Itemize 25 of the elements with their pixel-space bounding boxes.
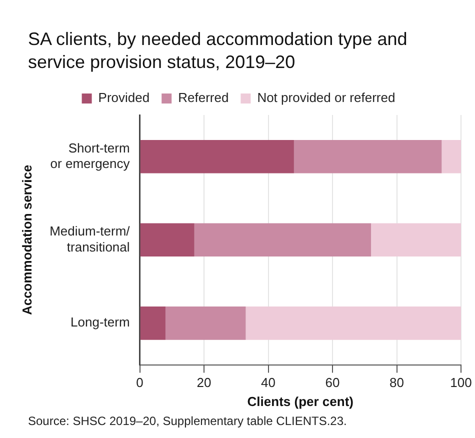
x-tick-label: 20 xyxy=(196,375,212,390)
bar xyxy=(165,306,246,340)
bar xyxy=(140,140,294,174)
x-tick-label: 40 xyxy=(261,375,276,390)
y-tick-label: Medium-term/ transitional xyxy=(50,224,130,254)
source-note: Source: SHSC 2019–20, Supplementary table CLIENTS.23. xyxy=(28,414,347,428)
chart-title: SA clients, by needed accommodation type and service provision status, 2019–20 xyxy=(28,28,408,74)
x-tick-label: 0 xyxy=(136,375,144,390)
legend-label: Provided xyxy=(98,90,150,106)
bar xyxy=(140,223,194,257)
bar xyxy=(294,140,442,174)
bar xyxy=(194,223,372,257)
bar xyxy=(371,223,461,257)
bar xyxy=(140,306,166,340)
y-tick-label: Short-term or emergency xyxy=(50,140,130,172)
bar xyxy=(246,306,461,340)
x-tick-label: 80 xyxy=(390,375,404,390)
x-tick-label: 60 xyxy=(325,375,340,390)
y-axis-title: Accommodation service xyxy=(19,164,34,316)
legend-label: Referred xyxy=(178,90,229,106)
bar xyxy=(442,140,461,174)
y-tick-label: Long-term xyxy=(70,314,130,330)
x-tick-label: 100 xyxy=(450,375,472,390)
x-axis-title: Clients (per cent) xyxy=(247,394,354,409)
legend-label: Not provided or referred xyxy=(257,90,396,106)
